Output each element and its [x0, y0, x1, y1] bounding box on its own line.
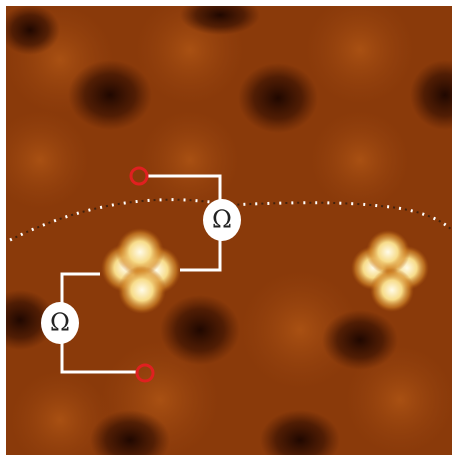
- resistor: [41, 302, 79, 344]
- contact: [129, 166, 149, 186]
- adatom: [351, 230, 429, 312]
- adatom: [101, 228, 181, 314]
- resistor: [203, 199, 241, 241]
- contact: [135, 363, 155, 383]
- dotted-path-dark: [9, 198, 453, 241]
- ohm-symbol: Ω: [50, 309, 70, 337]
- ohm-symbol: Ω: [212, 206, 232, 234]
